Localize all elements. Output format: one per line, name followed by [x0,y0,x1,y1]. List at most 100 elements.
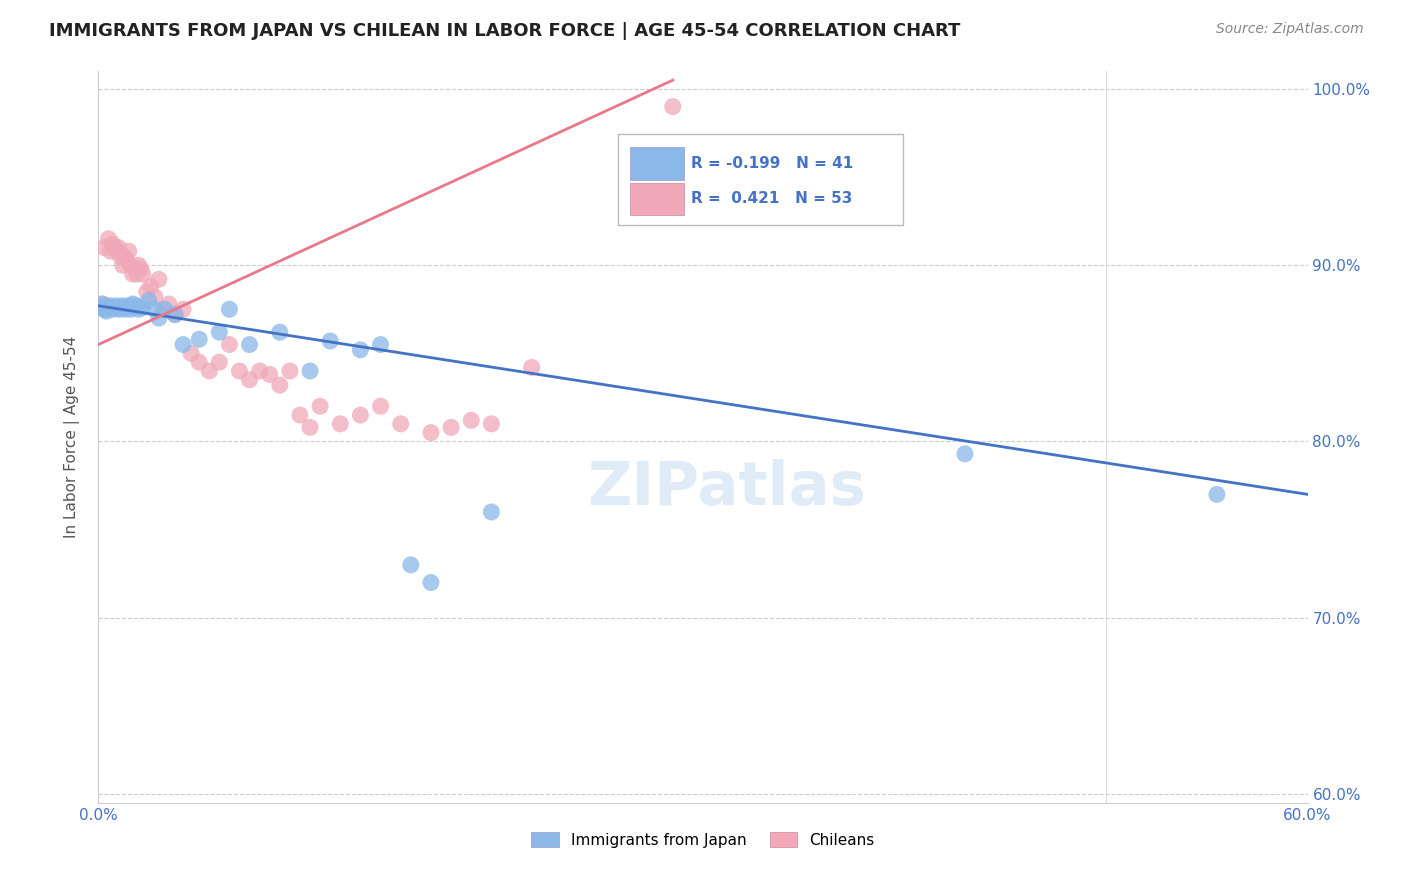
Point [101,237,124,252]
Point [198,364,221,378]
Point [329,417,352,431]
Point [97,301,120,315]
Point [309,399,332,413]
Point [124,301,146,315]
Point [218,337,240,351]
Point [440,420,463,434]
Point [114,302,136,317]
Point [111,299,134,313]
Point [138,293,160,308]
Point [319,334,342,348]
Point [218,302,240,317]
Point [288,408,311,422]
Point [128,302,150,317]
Point [91,297,114,311]
Point [239,373,262,387]
Point [105,244,128,259]
Point [148,272,170,286]
Point [101,302,124,317]
Point [349,408,371,422]
Point [143,290,166,304]
Point [208,325,231,339]
Point [125,267,148,281]
Point [661,100,683,114]
Point [269,325,291,339]
Point [389,417,412,431]
Point [249,364,271,378]
Point [481,505,503,519]
Point [121,297,143,311]
Text: ZIPatlas: ZIPatlas [588,458,866,517]
Point [100,244,122,259]
Point [152,302,174,317]
Y-axis label: In Labor Force | Age 45-54: In Labor Force | Age 45-54 [63,336,80,538]
Point [111,258,134,272]
Point [370,399,392,413]
Point [128,258,150,272]
Point [129,261,152,276]
Point [208,355,231,369]
Point [180,346,202,360]
Point [105,299,128,313]
FancyBboxPatch shape [619,134,903,225]
Point [96,304,118,318]
Legend: Immigrants from Japan, Chileans: Immigrants from Japan, Chileans [526,825,880,854]
Point [163,308,186,322]
Point [107,241,129,255]
Point [163,308,186,322]
Point [1206,487,1229,501]
Text: IMMIGRANTS FROM JAPAN VS CHILEAN IN LABOR FORCE | AGE 45-54 CORRELATION CHART: IMMIGRANTS FROM JAPAN VS CHILEAN IN LABO… [49,22,960,40]
Point [115,301,138,315]
Point [118,244,141,259]
Point [481,417,503,431]
FancyBboxPatch shape [630,183,683,215]
Point [259,368,281,382]
Point [118,299,141,313]
Point [143,302,166,317]
Text: R = -0.199   N = 41: R = -0.199 N = 41 [690,156,853,171]
Point [103,301,125,315]
Point [100,299,122,313]
Point [157,297,180,311]
Point [91,297,114,311]
Point [124,261,146,276]
Point [132,267,155,281]
Point [299,420,322,434]
Point [110,301,132,315]
Text: Source: ZipAtlas.com: Source: ZipAtlas.com [1216,22,1364,37]
Text: R =  0.421   N = 53: R = 0.421 N = 53 [690,191,852,206]
Point [115,252,138,267]
Point [299,364,322,378]
Point [110,249,132,263]
Point [953,447,976,461]
Point [172,337,194,351]
Point [132,301,155,315]
FancyBboxPatch shape [630,147,683,179]
Point [135,285,157,299]
Point [278,364,301,378]
Point [97,232,120,246]
Point [420,575,443,590]
Point [399,558,422,572]
Point [370,337,392,351]
Point [114,249,136,263]
Point [153,302,176,317]
Point [120,258,142,272]
Point [420,425,443,440]
Point [460,413,482,427]
Point [188,332,211,346]
Point [148,311,170,326]
Point [89,301,111,315]
Point [120,302,142,317]
Point [228,364,250,378]
Point [520,360,543,375]
Point [107,302,129,317]
Point [188,355,211,369]
Point [125,299,148,313]
Point [93,302,115,317]
Point [172,302,194,317]
Point [103,241,125,255]
Point [269,378,291,392]
Point [239,337,262,351]
Point [89,301,111,315]
